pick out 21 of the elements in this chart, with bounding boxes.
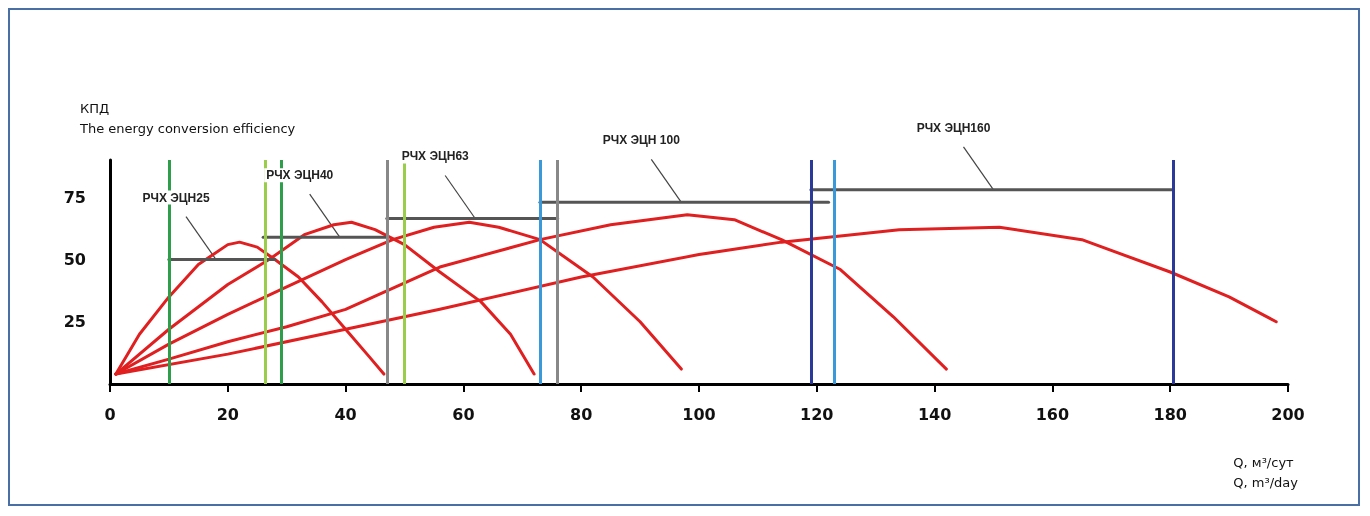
x-tick-label: 80: [570, 404, 593, 424]
annotation: РЧХ ЭЦН160: [916, 120, 991, 135]
x-tick-label: 0: [104, 404, 116, 424]
y-tick-label: 25: [63, 312, 86, 332]
x-tick-label: 120: [800, 404, 834, 424]
x-tick-label: 40: [334, 404, 357, 424]
y-axis-title: КПД The energy conversion efficiency: [79, 100, 296, 136]
x-tick-label: 100: [682, 404, 716, 424]
x-tick-label: 180: [1153, 404, 1187, 424]
annotation: РЧХ ЭЦН 100: [602, 133, 681, 148]
x-tick-label: 20: [216, 404, 239, 424]
y-tick-label: 50: [63, 250, 86, 270]
x-axis-title: Q, м³/сут Q, m³/day: [1233, 454, 1299, 490]
y-tick-label: 75: [63, 187, 86, 207]
x-tick-label: 160: [1035, 404, 1070, 424]
annotation: РЧХ ЭЦН63: [401, 149, 470, 164]
annotation: РЧХ ЭЦН25: [142, 190, 210, 205]
x-tick-label: 200: [1271, 404, 1305, 424]
x-tick-label: 140: [917, 404, 952, 424]
annotation: РЧХ ЭЦН40: [266, 168, 334, 183]
x-tick-label: 60: [452, 404, 475, 424]
